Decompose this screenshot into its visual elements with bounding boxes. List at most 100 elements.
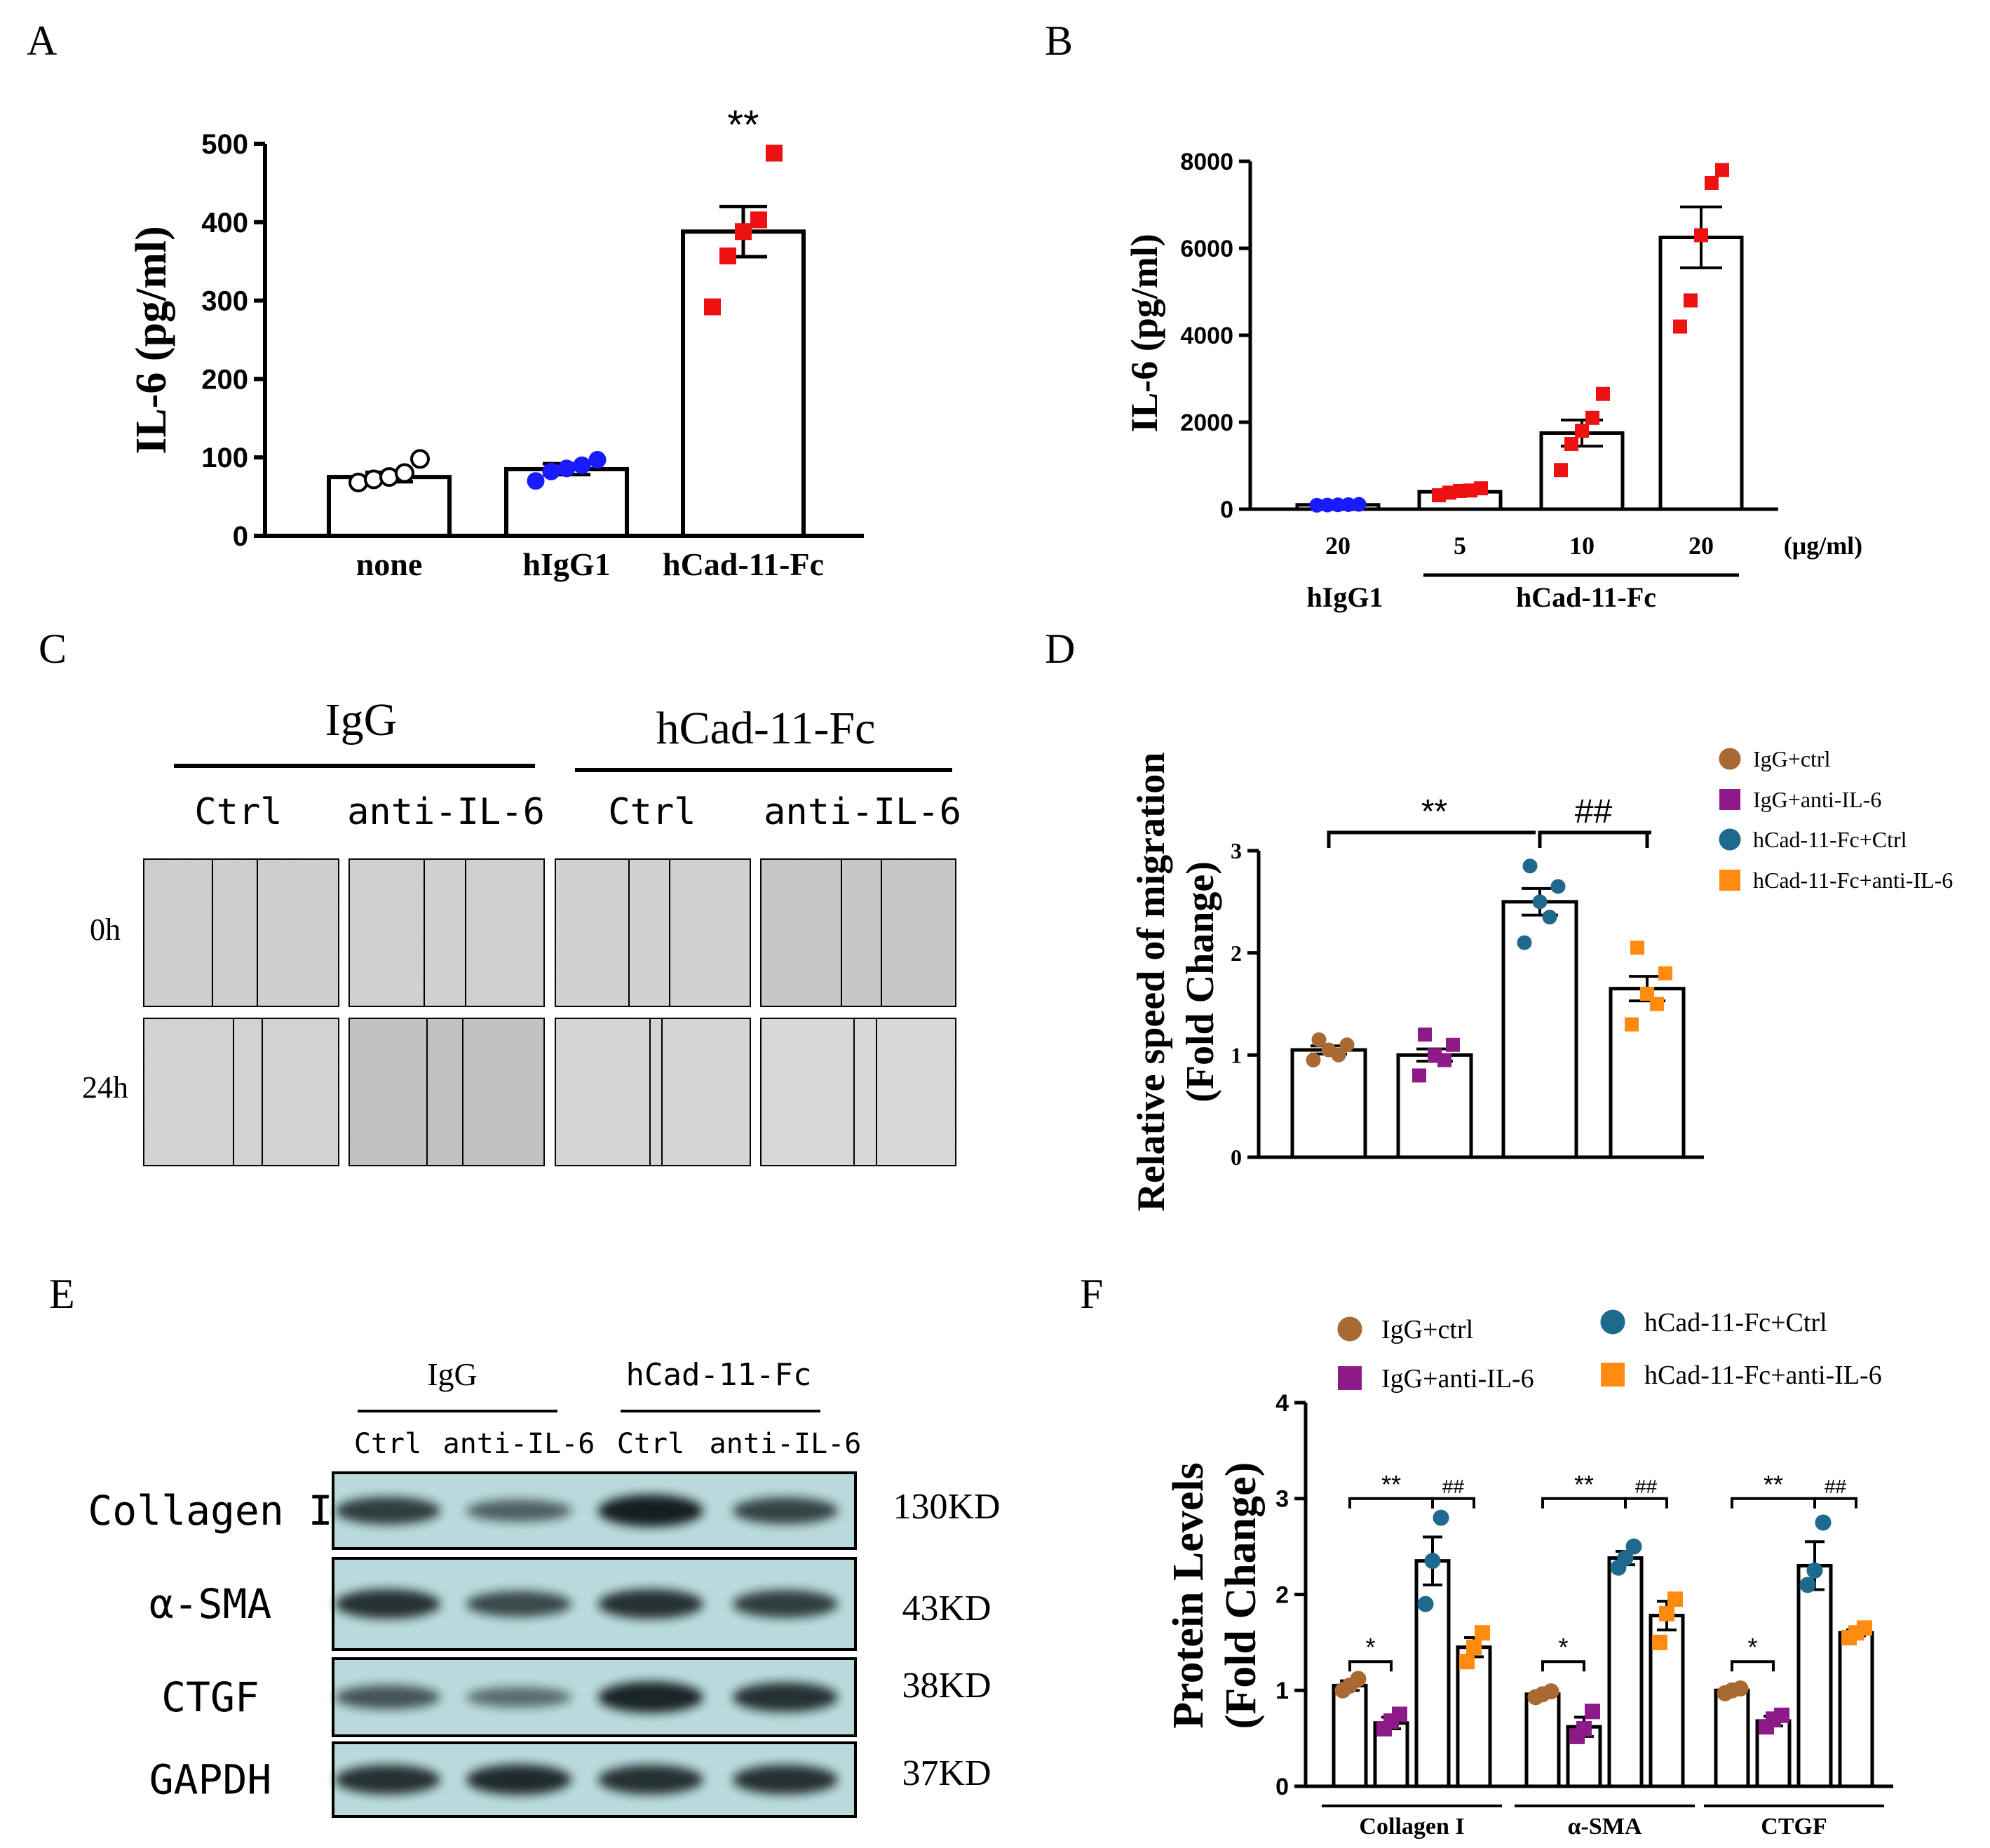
- chart-a: 0 100 200 300 400 500 IL-6 (pg/ml) none hIgG1 hCa…: [128, 102, 864, 582]
- scratch-col-3: Ctrl: [608, 791, 696, 833]
- blot-group-igg: IgG: [427, 1356, 478, 1392]
- data-point: [1799, 1577, 1816, 1593]
- data-point: [1596, 386, 1610, 401]
- scratch-col-4: anti-IL-6: [764, 791, 961, 833]
- legend-marker: [1719, 828, 1741, 851]
- data-point: [395, 463, 414, 483]
- y-axis-title: Relative speed of migration: [1130, 753, 1173, 1212]
- data-point: [1659, 1605, 1674, 1621]
- data-point: [1585, 1704, 1600, 1720]
- blot-band: [598, 1681, 703, 1713]
- data-point: [1466, 1639, 1482, 1655]
- data-point: [348, 472, 368, 492]
- data-point: [750, 211, 767, 229]
- blot-band: [466, 1591, 571, 1617]
- y-tick-label: 300: [201, 286, 248, 317]
- data-point: [364, 469, 384, 490]
- bar: [1607, 1556, 1644, 1788]
- legend-marker: [1719, 789, 1740, 810]
- significance-bracket: [1731, 1497, 1816, 1509]
- y-tick-label: 2000: [1180, 410, 1233, 436]
- significance-label: **: [727, 102, 759, 148]
- bar: [1524, 1692, 1561, 1788]
- data-point: [1306, 1053, 1321, 1068]
- data-point: [1715, 163, 1729, 177]
- data-point: [735, 223, 752, 241]
- data-point: [1673, 319, 1687, 334]
- legend-label: IgG+ctrl: [1753, 746, 1831, 771]
- scratch-texture: [761, 859, 956, 1006]
- blot-row-label: Collagen I: [88, 1487, 332, 1535]
- significance-label: ##: [1575, 793, 1613, 830]
- significance-bracket: [1348, 1660, 1393, 1672]
- y-tick-label: 0: [233, 521, 248, 552]
- data-point: [1542, 910, 1557, 925]
- scratch-texture: [349, 1018, 544, 1166]
- data-point: [1550, 879, 1566, 894]
- data-point: [1630, 940, 1644, 955]
- blot-row-label: GAPDH: [149, 1756, 272, 1804]
- blot-col-2: anti-IL-6: [443, 1428, 595, 1460]
- y-tick-label: 3: [1231, 838, 1242, 863]
- western-blot-panel: IgG hCad-11-Fc Ctrl anti-IL-6 Ctrl anti-…: [88, 1356, 1001, 1818]
- y-tick-label: 1: [1275, 1678, 1289, 1704]
- x-tick-label: hCad-11-Fc: [663, 546, 824, 582]
- significance-bracket: [1538, 830, 1651, 848]
- data-point: [1652, 1634, 1667, 1650]
- data-point: [1424, 1553, 1441, 1570]
- data-point: [1321, 1042, 1336, 1058]
- data-point: [1522, 858, 1538, 874]
- y-tick-label: 100: [201, 443, 248, 473]
- data-point: [1617, 1550, 1634, 1567]
- data-point: [1857, 1620, 1872, 1636]
- significance-label: **: [1574, 1470, 1594, 1499]
- blot-band: [598, 1495, 703, 1527]
- blot-band: [733, 1590, 838, 1618]
- legend-label: hCad-11-Fc+anti-IL-6: [1753, 868, 1953, 893]
- data-point: [1732, 1680, 1749, 1697]
- data-point: [1684, 293, 1698, 308]
- scratch-group-hcad: hCad-11-Fc: [656, 703, 876, 754]
- data-point: [1459, 1654, 1475, 1670]
- y-axis-title: IL-6 (pg/ml): [1123, 234, 1165, 433]
- scratch-texture: [761, 1018, 956, 1166]
- scratch-assay-panel: IgG hCad-11-Fc Ctrl anti-IL-6 Ctrl anti-…: [82, 694, 961, 1166]
- data-point: [1705, 176, 1719, 190]
- data-point: [1474, 481, 1488, 496]
- scratch-row-0h: 0h: [90, 912, 121, 947]
- chart-d: 0 1 2 3 Relative speed of migration (Fold Cha…: [1130, 746, 1953, 1211]
- blot-band: [466, 1687, 571, 1708]
- bar-hCad-11-Fc: [681, 229, 806, 538]
- legend-label: IgG+anti-IL-6: [1753, 787, 1881, 812]
- y-tick-label: 400: [201, 208, 248, 238]
- data-point: [1446, 1037, 1460, 1052]
- data-point: [1625, 1538, 1642, 1555]
- blot-row-label: CTGF: [161, 1673, 259, 1721]
- legend-marker: [1601, 1363, 1625, 1387]
- y-tick-label: 200: [201, 364, 248, 395]
- blot-col-1: Ctrl: [354, 1428, 421, 1460]
- blot-size-label: 37KD: [902, 1753, 991, 1793]
- unit-label: (μg/ml): [1784, 532, 1862, 560]
- scratch-row-24h: 24h: [82, 1070, 128, 1105]
- x-tick-label: none: [356, 546, 423, 582]
- x-tick-label: 20: [1325, 532, 1351, 560]
- data-point: [1774, 1707, 1789, 1723]
- data-point: [704, 298, 721, 316]
- significance-bracket: [1348, 1497, 1434, 1509]
- y-axis-title: IL-6 (pg/ml): [128, 226, 175, 454]
- data-point: [1517, 935, 1532, 950]
- y-tick-label: 3: [1275, 1486, 1289, 1513]
- bar: [1332, 1683, 1368, 1788]
- blot-band: [466, 1764, 571, 1795]
- y-tick-label: 1: [1231, 1043, 1242, 1068]
- significance-label: ##: [1442, 1476, 1465, 1497]
- significance-label: **: [1381, 1470, 1401, 1499]
- legend-marker: [1600, 1309, 1625, 1335]
- bar-3: [1658, 236, 1744, 511]
- x-tick-label: hIgG1: [522, 546, 610, 582]
- blot-group-hcad: hCad-11-Fc: [626, 1357, 812, 1393]
- scratch-texture: [144, 1018, 339, 1166]
- data-point: [527, 472, 545, 490]
- blot-band: [733, 1682, 838, 1713]
